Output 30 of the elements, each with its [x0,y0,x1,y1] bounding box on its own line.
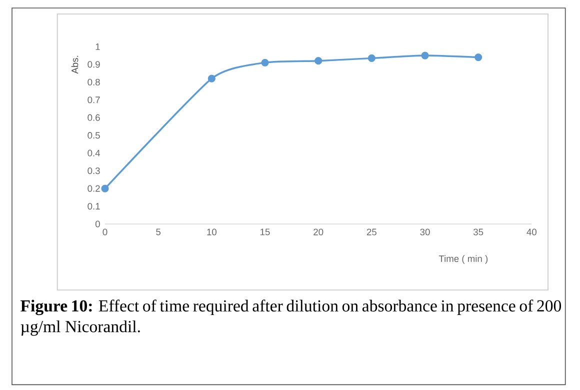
x-tick-label: 0 [102,228,108,236]
y-tick-label: 0.5 [88,132,100,139]
x-tick-label: 25 [366,228,376,236]
y-tick-label: 0.4 [88,150,100,156]
y-tick-label: 0.6 [88,114,100,121]
point [101,184,109,192]
point [314,57,322,65]
x-tick-label: 30 [420,228,430,236]
x-tick-label: 5 [156,228,161,236]
y-tick-label: 0 [95,220,100,228]
x-tick-label: 40 [526,228,536,236]
x-tick-label: 20 [314,228,324,236]
x-tick-label: 35 [474,228,484,236]
y-tick-label: 1 [96,43,100,50]
point [421,52,429,60]
x-tick-label: 10 [207,228,216,236]
y-axis-title: Abs. [71,56,78,74]
y-tick-label: 0.1 [88,202,100,210]
point [368,54,376,62]
y-tick-label: 0.8 [88,78,100,86]
x-tick-label: 15 [260,228,270,236]
y-tick-label: 0.9 [88,61,100,68]
y-tick-label: 0.2 [88,185,100,192]
text: Figure 10: Effect of time required after dilution on absorbance in presence of 200 µg/ml Nicorandil. [20,300,562,336]
y-tick-label: 0.3 [88,168,100,174]
y-tick-label: 0.7 [88,96,100,104]
point [474,54,482,62]
point [261,58,269,66]
x-axis-title: Time ( min ) [438,255,488,264]
point [208,74,216,82]
